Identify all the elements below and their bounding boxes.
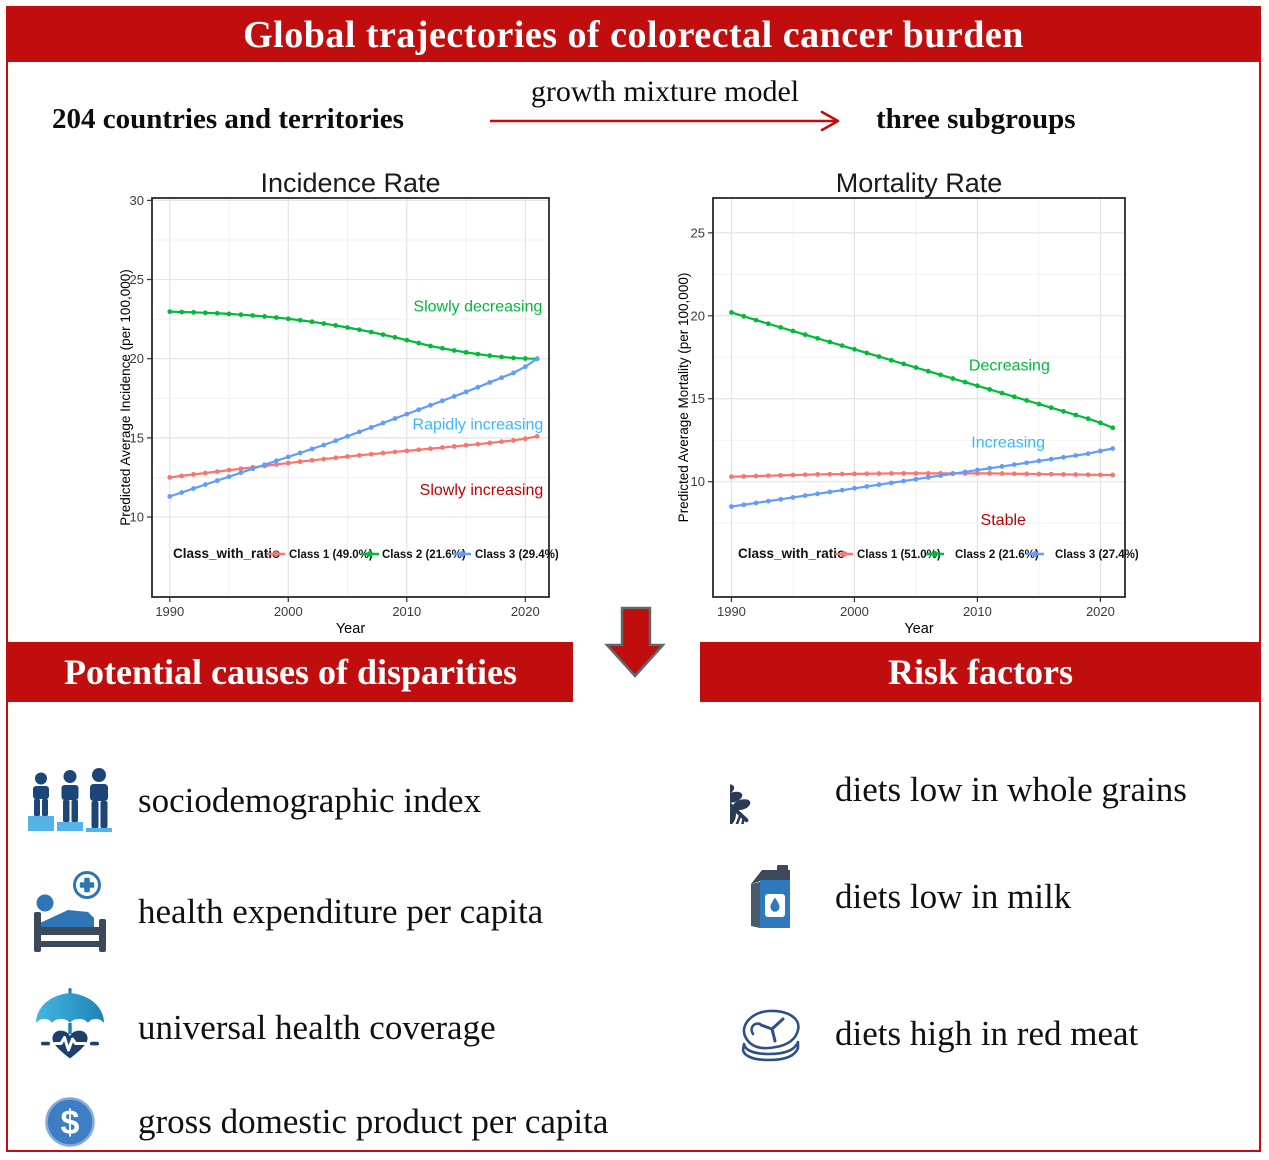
x-tick-label: 2000 [840,604,869,619]
section-header-risk-factors: Risk factors [700,642,1261,702]
list-item: diets low in milk [716,864,1071,930]
incidence-rate-chart: 1990 2000 2010 2020 10 15 20 25 30 Slowly decreas… [118,168,578,648]
risk-factors-heading: Risk factors [888,652,1073,692]
trend-annotation: Rapidly increasing [413,416,544,433]
countries-label: 204 countries and territories [52,103,404,135]
mortality-rate-chart: 1990 2000 2010 2020 10 15 20 25 Decreasing Increa… [668,168,1139,648]
down-arrow-icon [604,606,666,678]
y-axis-title: Predicted Average Mortality (per 100,000… [676,273,691,523]
legend-title: Class_with_ratio [173,546,280,561]
trend-annotation: Slowly increasing [420,482,544,499]
x-axis-title: Year [904,621,933,637]
trend-annotation: Stable [981,512,1026,529]
list-item: universal health coverage [16,988,496,1068]
legend-label: Class 2 (21.6%) [955,549,1039,561]
wheat-icon [716,756,821,824]
y-axis-title: Predicted Average Incidence (per 100,000… [118,269,133,525]
y-tick-label: 20 [691,308,705,323]
legend-label: Class 2 (21.6%) [382,549,466,561]
section-header-causes: Potential causes of disparities [8,642,573,702]
list-item: health expenditure per capita [16,870,543,954]
list-item: sociodemographic index [16,768,481,834]
cause-label: gross domestic product per capita [138,1102,609,1141]
y-tick-label: 10 [691,474,705,489]
list-item: diets high in red meat [716,1002,1138,1066]
dollar-circle-icon: $ [16,1096,124,1148]
y-tick-label: 25 [130,272,144,287]
x-tick-label: 2020 [511,604,540,619]
y-tick-label: 10 [130,510,144,525]
chart-svg: 1990 2000 2010 2020 10 15 20 25 Decreasing Increa… [676,168,1139,637]
legend-label: Class 3 (27.4%) [1055,549,1138,561]
y-tick-label: 25 [691,225,705,240]
panel-border [712,197,1126,598]
risk-label: diets low in whole grains [835,770,1187,809]
x-axis-title: Year [336,621,365,637]
y-tick-label: 20 [130,351,144,366]
trend-annotation: Increasing [971,435,1045,452]
chart-title: Incidence Rate [260,168,440,198]
outer-red-border [6,6,1261,1152]
y-tick-label: 15 [130,430,144,445]
x-tick-label: 2010 [392,604,421,619]
causes-heading: Potential causes of disparities [64,652,517,692]
subgroups-label: three subgroups [876,103,1076,135]
x-tick-label: 2010 [963,604,992,619]
page-title: Global trajectories of colorectal cancer… [243,14,1024,56]
cause-label: universal health coverage [138,1008,496,1047]
list-item: diets low in whole grains [716,756,1187,824]
trend-annotation: Decreasing [969,358,1050,375]
list-item: $ gross domestic product per capita [16,1096,608,1148]
title-banner: Global trajectories of colorectal cancer… [8,8,1259,62]
svg-text:$: $ [61,1104,80,1142]
risk-label: diets high in red meat [835,1014,1139,1053]
cause-label: health expenditure per capita [138,892,544,931]
legend-title: Class_with_ratio [738,546,845,561]
x-tick-label: 2020 [1086,604,1115,619]
plot-panel [713,198,1125,597]
trend-annotation: Slowly decreasing [413,298,542,315]
plot-panel [152,198,549,597]
x-tick-label: 2000 [274,604,303,619]
x-tick-label: 1990 [717,604,746,619]
legend-label: Class 1 (51.0%) [857,549,941,561]
legend-label: Class 3 (29.4%) [475,549,559,561]
steak-icon [716,1002,821,1066]
chart-title: Mortality Rate [836,168,1003,198]
risk-label: diets low in milk [835,877,1072,916]
y-tick-label: 15 [691,391,705,406]
people-podium-icon [16,768,124,834]
legend-label: Class 1 (49.0%) [289,549,373,561]
milk-carton-icon [716,864,821,930]
umbrella-heart-icon [16,988,124,1068]
x-tick-label: 1990 [155,604,184,619]
panel-border [151,197,550,598]
hospital-bed-icon [16,870,124,954]
y-tick-label: 30 [130,193,144,208]
cause-label: sociodemographic index [138,781,482,820]
growth-mixture-model-label: growth mixture model [530,75,800,108]
right-arrow-icon [490,110,840,132]
chart-svg: 1990 2000 2010 2020 10 15 20 25 30 Slowly decreas… [118,168,559,637]
